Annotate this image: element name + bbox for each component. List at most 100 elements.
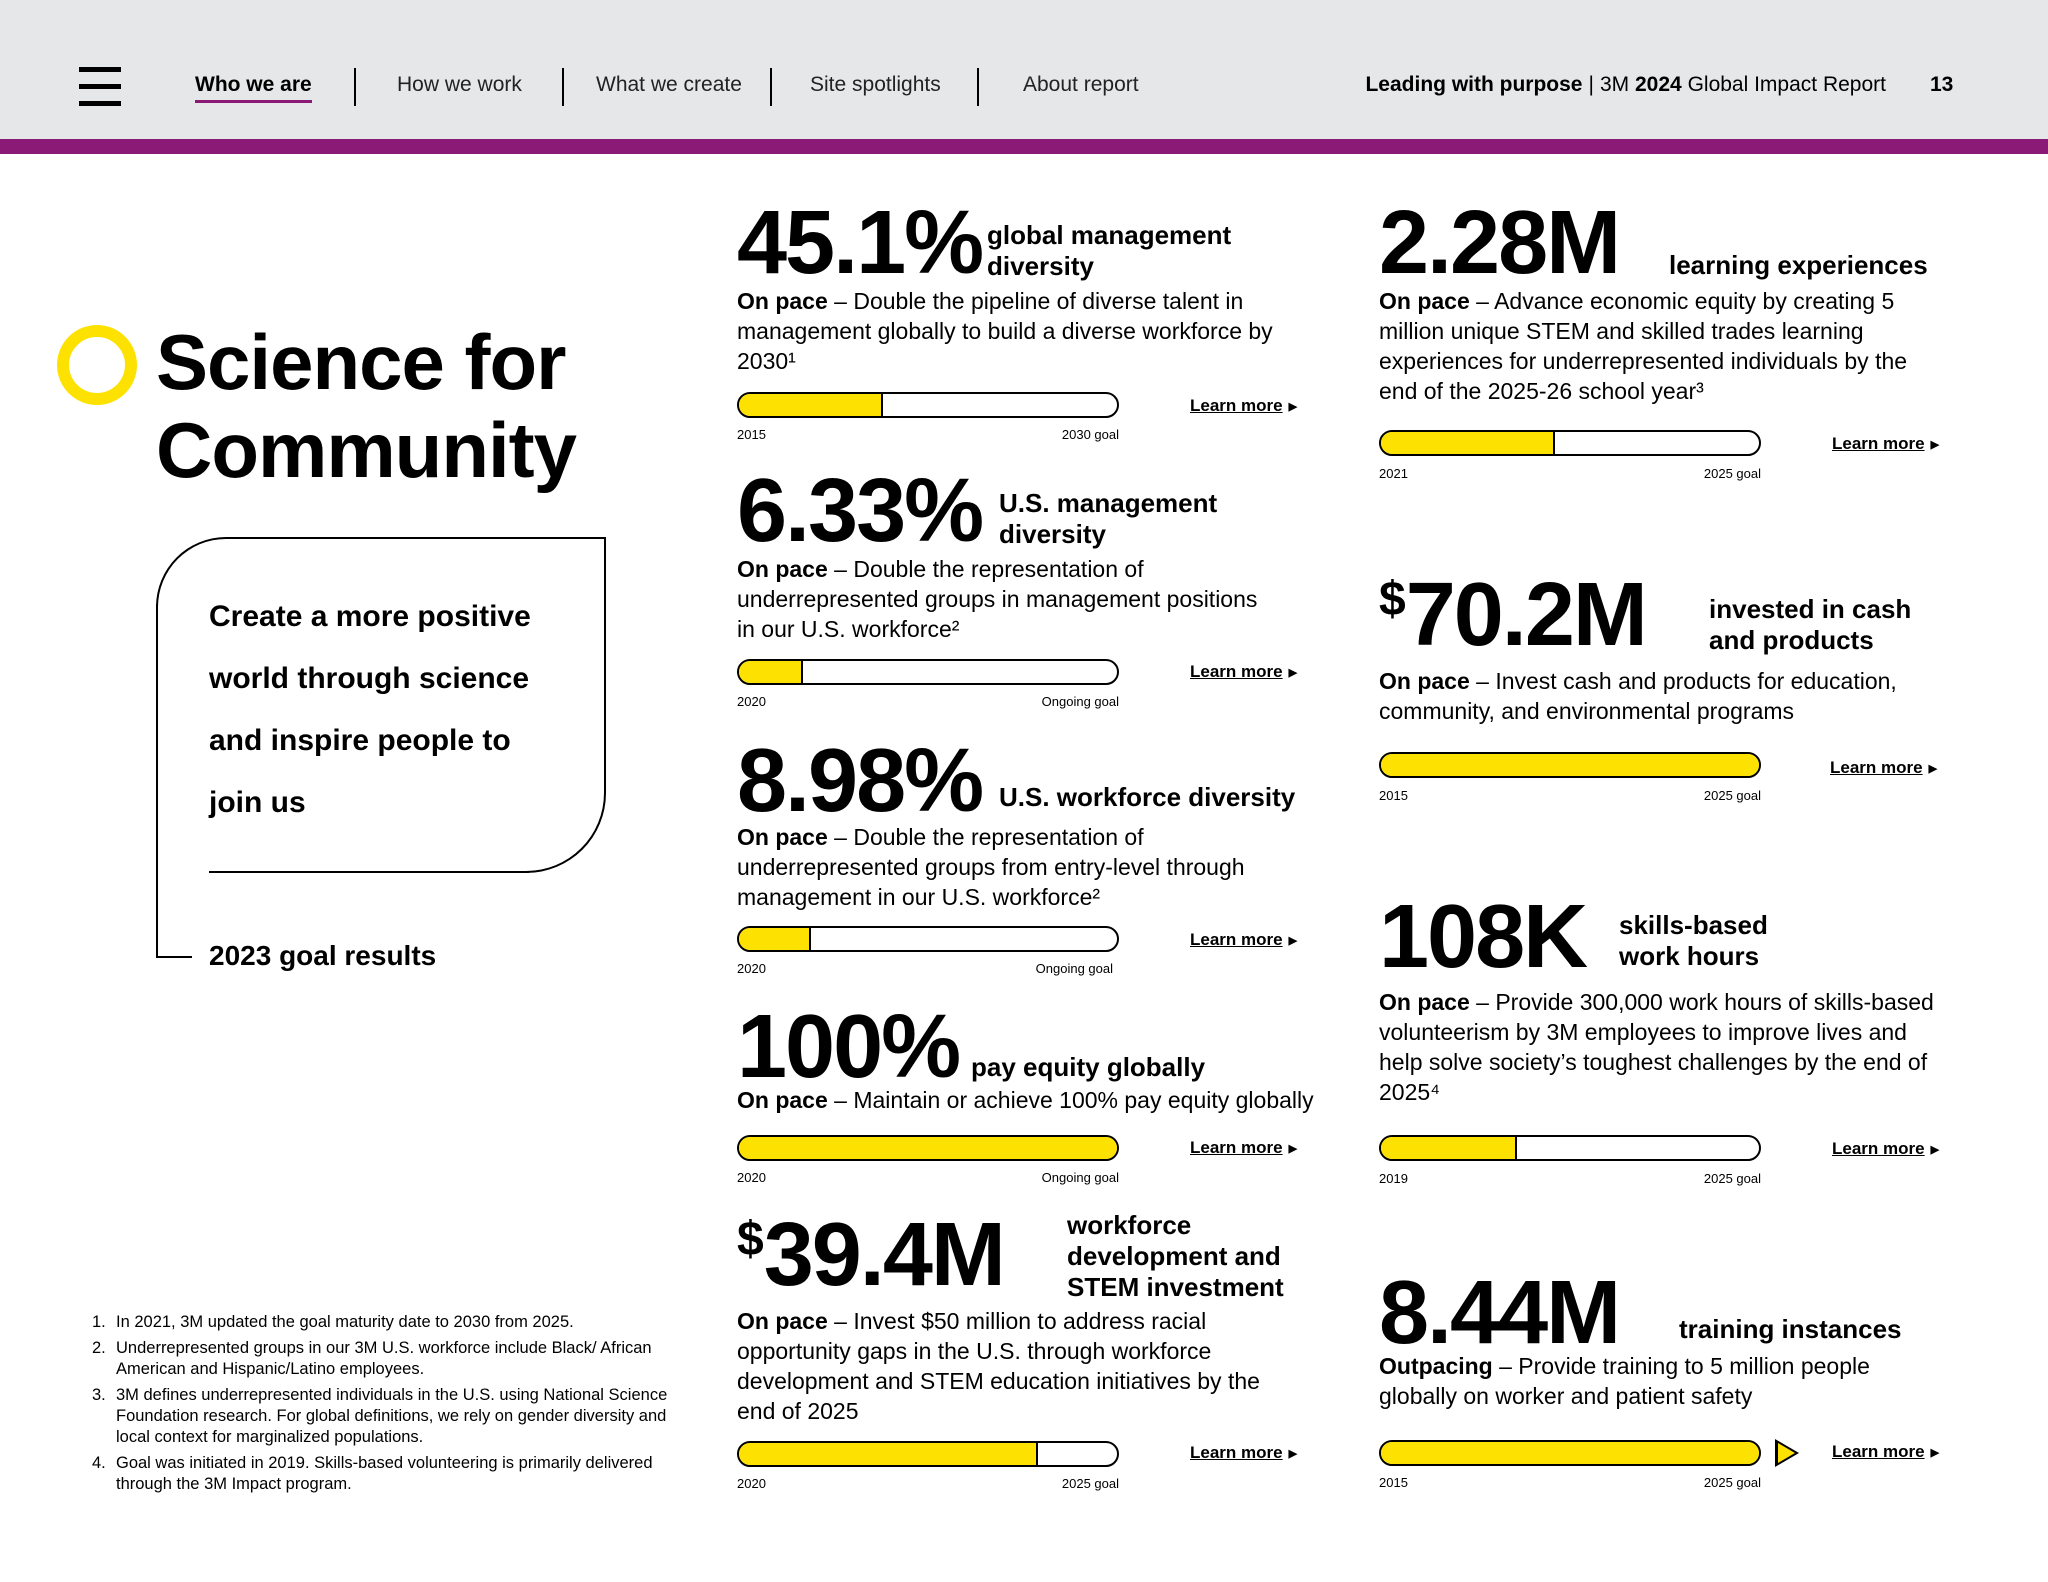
metric-description: On pace – Double the pipeline of diverse…: [737, 286, 1277, 376]
metric-goal-text: – Provide 300,000 work hours of skills-b…: [1379, 989, 1934, 1105]
progress-start-year: 2021: [1379, 466, 1408, 481]
footnote-text: Goal was initiated in 2019. Skills-based…: [116, 1454, 653, 1493]
footnote-number: 4.: [92, 1454, 106, 1472]
metric-description: On pace – Advance economic equity by cre…: [1379, 286, 1939, 406]
footnote-text: In 2021, 3M updated the goal maturity da…: [116, 1313, 574, 1331]
progress-bar-fill: [739, 1137, 1117, 1159]
metric-label: skills-based work hours: [1619, 910, 1768, 972]
progress-bar-fill: [739, 661, 804, 683]
progress-bar: [737, 1441, 1119, 1467]
learn-more-link[interactable]: Learn more ▶: [1190, 930, 1297, 950]
learn-more-link[interactable]: Learn more ▶: [1190, 396, 1297, 416]
report-section-name: Leading with purpose: [1365, 73, 1583, 96]
progress-goal-label: Ongoing goal: [1035, 961, 1113, 976]
metric-label-line: and products: [1709, 625, 1874, 655]
progress-bar-fill: [1381, 754, 1759, 776]
metric-status: On pace: [1379, 989, 1470, 1015]
learn-more-link[interactable]: Learn more ▶: [1832, 434, 1939, 454]
report-year: 2024: [1635, 73, 1682, 96]
metric-label-line: STEM investment: [1067, 1272, 1284, 1302]
learn-more-label: Learn more: [1190, 662, 1283, 681]
metric-value: $39.4M: [737, 1210, 1006, 1300]
metric-label-line: skills-based: [1619, 910, 1768, 940]
metric-status: On pace: [1379, 288, 1470, 314]
metric-label: training instances: [1679, 1314, 1902, 1345]
page-number: 13: [1930, 73, 1954, 96]
metric-label-line: training instances: [1679, 1314, 1902, 1344]
nav-site-spotlights[interactable]: Site spotlights: [810, 73, 941, 96]
goal-box-frame: [156, 956, 192, 958]
nav-who-we-are[interactable]: Who we are: [195, 73, 312, 103]
learn-more-label: Learn more: [1190, 396, 1283, 415]
progress-bar-fill: [1381, 1137, 1518, 1159]
page-title-line: Community: [156, 406, 577, 494]
progress-bar-fill: [739, 394, 883, 416]
footnote: 3. 3M defines underrepresented individual…: [92, 1385, 682, 1448]
learn-more-link[interactable]: Learn more ▶: [1190, 662, 1297, 682]
metric-status: On pace: [737, 1308, 828, 1334]
metric-label-line: learning experiences: [1669, 250, 1928, 280]
progress-goal-label: 2030 goal: [1061, 427, 1119, 442]
learn-more-label: Learn more: [1832, 434, 1925, 453]
metric-label-line: development and: [1067, 1241, 1281, 1271]
progress-goal-label: 2025 goal: [1061, 1476, 1119, 1491]
nav-about-report[interactable]: About report: [1023, 73, 1139, 96]
metric-label-line: workforce: [1067, 1210, 1192, 1240]
footnote: 1. In 2021, 3M updated the goal maturity …: [92, 1312, 682, 1333]
nav-how-we-work[interactable]: How we work: [397, 73, 522, 96]
progress-goal-label: Ongoing goal: [1041, 694, 1119, 709]
goal-box-frame: [209, 871, 529, 873]
metric-label: global management diversity: [987, 220, 1231, 282]
brand-name: 3M: [1599, 73, 1630, 96]
learn-more-link[interactable]: Learn more ▶: [1830, 758, 1937, 778]
metric-label: U.S. workforce diversity: [999, 782, 1295, 813]
report-title: Leading with purpose | 3M 2024 Global Impa…: [1365, 73, 1886, 97]
metric-number: 39.4M: [763, 1205, 1006, 1305]
progress-start-year: 2020: [737, 961, 766, 976]
goal-statement-line: world through science: [209, 662, 530, 695]
progress-bar: [1379, 752, 1761, 778]
learn-more-link[interactable]: Learn more ▶: [1190, 1443, 1297, 1463]
metric-label-line: diversity: [999, 519, 1106, 549]
metric-value: 8.44M: [1379, 1263, 1621, 1363]
metric-value: 6.33%: [737, 461, 984, 561]
play-arrow-icon: ▶: [1288, 935, 1298, 948]
learn-more-link[interactable]: Learn more ▶: [1190, 1138, 1297, 1158]
play-arrow-icon: ▶: [1288, 1448, 1298, 1461]
accent-bar: [0, 139, 2048, 154]
progress-start-year: 2020: [737, 1170, 766, 1185]
metric-description: On pace – Invest $50 million to address …: [737, 1306, 1287, 1426]
learn-more-link[interactable]: Learn more ▶: [1832, 1139, 1939, 1159]
metric-label: invested in cash and products: [1709, 594, 1911, 656]
page-title-line: Science for: [156, 318, 567, 406]
nav-what-we-create[interactable]: What we create: [596, 73, 742, 96]
metric-description: On pace – Double the representation of u…: [737, 554, 1277, 644]
learn-more-label: Learn more: [1190, 1443, 1283, 1462]
hamburger-menu-icon[interactable]: [79, 67, 121, 107]
progress-start-year: 2020: [737, 1476, 766, 1491]
metric-goal-text: – Double the pipeline of diverse talent …: [737, 288, 1273, 374]
learn-more-link[interactable]: Learn more ▶: [1832, 1442, 1939, 1462]
circle-ring-icon: [57, 325, 137, 405]
play-arrow-icon: ▶: [1288, 667, 1298, 680]
metric-description: Outpacing – Provide training to 5 millio…: [1379, 1351, 1939, 1411]
metric-value: 8.98%: [737, 731, 984, 831]
metric-label-line: global management: [987, 220, 1232, 250]
nav-divider: [977, 68, 979, 106]
footnote-number: 3.: [92, 1386, 106, 1404]
footnote-number: 1.: [92, 1313, 106, 1331]
footnotes: 1. In 2021, 3M updated the goal maturity …: [92, 1312, 682, 1500]
exceeds-arrow-icon: [1775, 1439, 1799, 1467]
nav-divider: [770, 68, 772, 106]
metric-goal-text: – Provide training to 5 million people g…: [1379, 1353, 1870, 1409]
footnote: 2. Underrepresented groups in our 3M U.S.…: [92, 1338, 682, 1380]
currency-symbol: $: [1379, 573, 1406, 626]
footnote-text: 3M defines underrepresented individuals …: [116, 1386, 668, 1446]
progress-goal-label: 2025 goal: [1703, 466, 1761, 481]
goal-box-frame: [156, 604, 158, 956]
metric-description: On pace – Double the representation of u…: [737, 822, 1277, 912]
nav-divider: [562, 68, 564, 106]
goal-statement-line: join us: [209, 786, 306, 819]
play-arrow-icon: ▶: [1930, 1144, 1940, 1157]
metric-label: learning experiences: [1669, 250, 1928, 281]
